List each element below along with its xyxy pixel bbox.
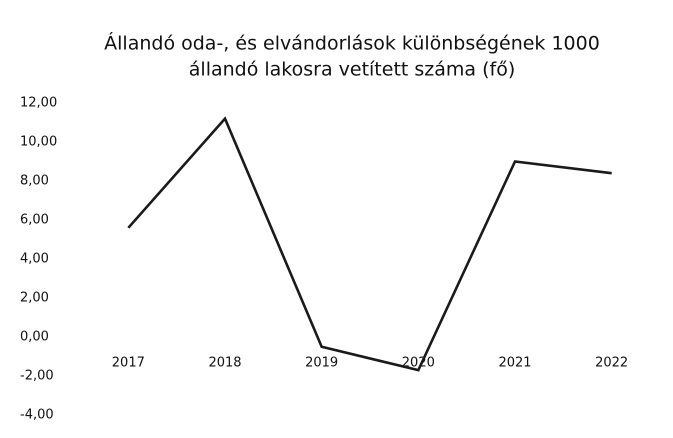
y-tick-label: -4,00 [20,408,54,423]
y-tick-label: 6,00 [20,213,49,228]
y-tick-label: 12,00 [20,96,57,111]
y-tick-label: -2,00 [20,369,54,384]
y-tick-label: 0,00 [20,330,49,345]
data-line [127,116,612,372]
y-tick-label: 8,00 [20,174,49,189]
x-tick-label: 2019 [305,356,338,371]
y-tick-label: 4,00 [20,252,49,267]
x-tick-label: 2017 [112,356,145,371]
x-tick-label: 2021 [498,356,531,371]
y-tick-label: 2,00 [20,291,49,306]
chart-title: Állandó oda-, és elvándorlások különbség… [104,32,600,55]
x-tick-label: 2018 [208,356,241,371]
y-tick-label: 10,00 [20,135,57,150]
x-tick-label: 2020 [402,356,435,371]
chart-title: állandó lakosra vetített száma (fő) [189,59,515,81]
x-tick-label: 2022 [595,356,628,371]
